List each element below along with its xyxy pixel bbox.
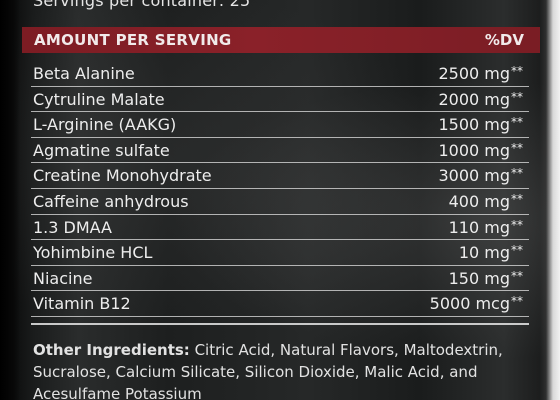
nutrient-name: Caffeine anhydrous xyxy=(33,191,189,211)
daily-value-marker: ** xyxy=(511,243,523,258)
daily-value-marker: ** xyxy=(511,217,523,232)
nutrient-amount-group: 10 mg** xyxy=(459,243,523,262)
nutrient-amount-group: 2500 mg** xyxy=(438,64,523,83)
daily-value-marker: ** xyxy=(511,64,523,78)
daily-value-marker: ** xyxy=(511,115,523,130)
bottle-edge-left xyxy=(0,0,20,400)
nutrient-row: Cytruline Malate 2000 mg** xyxy=(31,87,529,113)
nutrient-row: Caffeine anhydrous 400 mg** xyxy=(31,189,529,215)
table-bottom-rule xyxy=(31,323,529,325)
nutrient-amount: 3000 mg xyxy=(438,166,510,186)
nutrient-amount: 400 mg xyxy=(448,191,510,211)
other-ingredients: Other Ingredients: Citric Acid, Natural … xyxy=(33,339,533,400)
nutrient-row: L-Arginine (AAKG) 1500 mg** xyxy=(31,112,529,138)
nutrient-name: Niacine xyxy=(33,268,93,288)
nutrient-row: Niacine 150 mg** xyxy=(31,266,529,292)
amount-per-serving-header: AMOUNT PER SERVING %DV xyxy=(22,27,540,53)
servings-per-container: Servings per container: 25 xyxy=(33,0,251,10)
nutrient-amount: 150 mg xyxy=(448,268,510,288)
nutrient-amount: 1500 mg xyxy=(438,115,510,135)
nutrient-name: Cytruline Malate xyxy=(33,89,165,109)
nutrient-table: Beta Alanine 2500 mg** Cytruline Malate … xyxy=(31,61,529,317)
bottle-edge-right-highlight xyxy=(540,0,560,400)
nutrient-name: Vitamin B12 xyxy=(33,294,131,314)
nutrient-amount: 5000 mcg xyxy=(429,294,510,314)
nutrient-row: Creatine Monohydrate 3000 mg** xyxy=(31,163,529,189)
nutrient-name: Yohimbine HCL xyxy=(33,243,153,263)
nutrient-name: Beta Alanine xyxy=(33,64,135,83)
nutrient-amount-group: 400 mg** xyxy=(449,192,523,211)
other-ingredients-heading: Other Ingredients: xyxy=(33,341,190,359)
nutrient-amount: 2500 mg xyxy=(438,64,510,83)
nutrient-name: Creatine Monohydrate xyxy=(33,166,212,186)
nutrient-amount: 2000 mg xyxy=(438,89,510,109)
header-amount-label: AMOUNT PER SERVING xyxy=(34,31,232,49)
nutrient-row: Beta Alanine 2500 mg** xyxy=(31,61,529,87)
daily-value-marker: ** xyxy=(511,294,523,309)
nutrient-amount-group: 110 mg** xyxy=(449,218,523,237)
nutrient-amount-group: 2000 mg** xyxy=(438,90,523,109)
nutrient-amount: 1000 mg xyxy=(438,140,510,160)
daily-value-marker: ** xyxy=(511,268,523,283)
daily-value-marker: ** xyxy=(511,89,523,104)
nutrient-amount: 10 mg xyxy=(458,243,510,263)
nutrient-name: L-Arginine (AAKG) xyxy=(33,115,177,135)
nutrient-row: 1.3 DMAA 110 mg** xyxy=(31,215,529,241)
nutrient-amount-group: 1000 mg** xyxy=(438,141,523,160)
nutrient-amount-group: 150 mg** xyxy=(449,269,523,288)
nutrient-amount: 110 mg xyxy=(448,217,510,237)
header-dv-label: %DV xyxy=(484,31,524,49)
daily-value-marker: ** xyxy=(511,166,523,181)
nutrient-row: Yohimbine HCL 10 mg** xyxy=(31,240,529,266)
daily-value-marker: ** xyxy=(511,191,523,206)
nutrient-amount-group: 5000 mcg** xyxy=(430,294,523,313)
daily-value-marker: ** xyxy=(511,140,523,155)
other-ingredients-list: Citric Acid, Natural Flavors, Maltodextr… xyxy=(33,341,503,400)
nutrient-amount-group: 1500 mg** xyxy=(438,115,523,134)
nutrient-name: 1.3 DMAA xyxy=(33,217,112,237)
nutrient-amount-group: 3000 mg** xyxy=(438,166,523,185)
nutrient-row: Vitamin B12 5000 mcg** xyxy=(31,291,529,317)
nutrient-row: Agmatine sulfate 1000 mg** xyxy=(31,138,529,164)
nutrient-name: Agmatine sulfate xyxy=(33,140,170,160)
